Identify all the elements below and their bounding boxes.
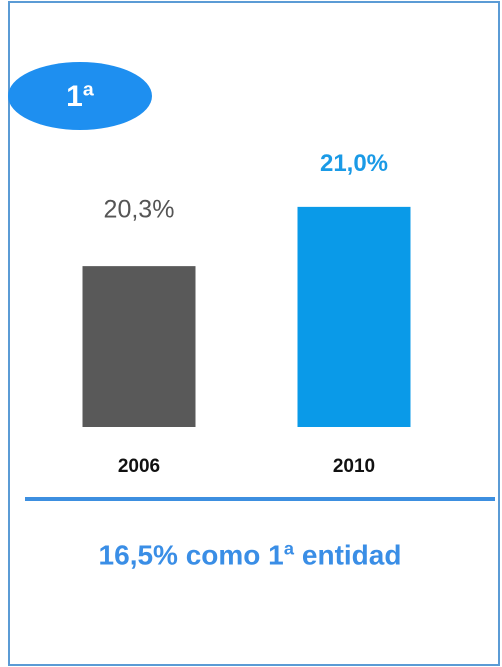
bar	[82, 266, 196, 427]
value-label: 20,3%	[104, 196, 175, 224]
value-label: 21,0%	[320, 150, 388, 177]
badge	[8, 62, 152, 130]
bar	[297, 206, 411, 427]
frame	[8, 1, 500, 666]
x-tick-label: 2006	[118, 456, 160, 477]
footer: 16,5% como 1ª entidad	[99, 539, 402, 570]
x-tick-label: 2010	[333, 456, 375, 477]
badge-text: 1ª	[66, 80, 95, 113]
